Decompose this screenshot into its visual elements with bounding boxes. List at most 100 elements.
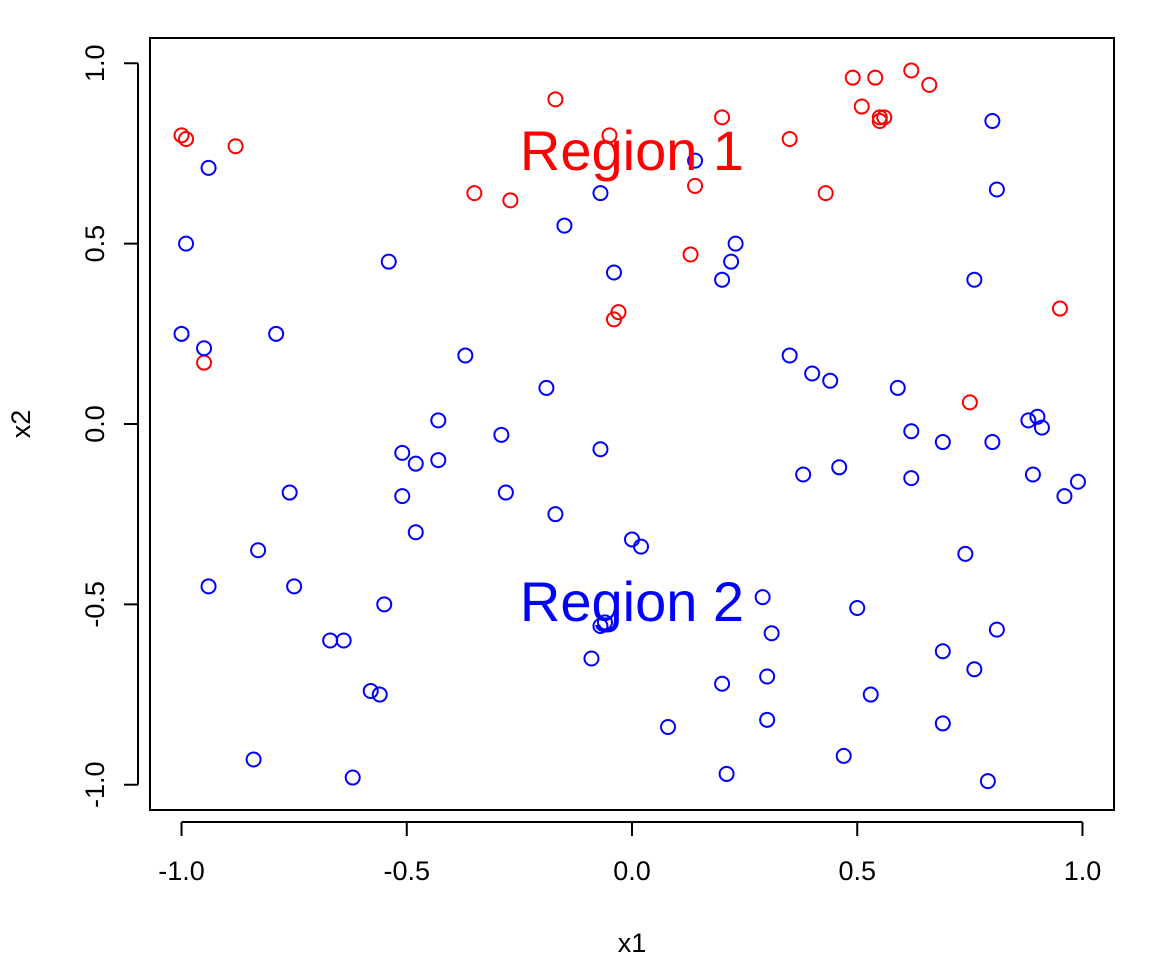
y-tick-label: 1.0 [80, 44, 110, 82]
plot-frame [149, 37, 1115, 811]
point-blue [592, 441, 609, 458]
point-red [173, 127, 190, 144]
point-red [547, 91, 564, 108]
x-tick-label: -1.0 [158, 856, 205, 886]
point-blue [245, 751, 262, 768]
point-blue [200, 159, 217, 176]
point-blue [286, 578, 303, 595]
point-red [876, 109, 893, 126]
point-blue [957, 545, 974, 562]
point-blue [903, 470, 920, 487]
point-blue [592, 618, 609, 635]
point-red [903, 62, 920, 79]
x-tick-label: 0.0 [613, 856, 651, 886]
point-blue [173, 325, 190, 342]
data-points [173, 62, 1086, 790]
point-red [871, 109, 888, 126]
point-red [781, 131, 798, 148]
y-tick-label: 0.0 [80, 405, 110, 443]
point-blue [966, 271, 983, 288]
point-red [853, 98, 870, 115]
point-blue [592, 185, 609, 202]
y-tick-label: -1.0 [80, 761, 110, 808]
point-blue [849, 599, 866, 616]
point-blue [804, 365, 821, 382]
point-blue [196, 340, 213, 357]
point-red [227, 138, 244, 155]
point-blue [200, 578, 217, 595]
point-blue [633, 538, 650, 555]
point-blue [781, 347, 798, 364]
x-tick-label: 0.5 [838, 856, 876, 886]
point-blue [268, 325, 285, 342]
point-blue [322, 632, 339, 649]
point-blue [903, 423, 920, 440]
point-blue [596, 614, 613, 631]
point-blue [407, 455, 424, 472]
point-blue [723, 253, 740, 270]
point-blue [1024, 466, 1041, 483]
point-blue [831, 459, 848, 476]
point-red [867, 69, 884, 86]
point-blue [250, 542, 267, 559]
point-red [466, 185, 483, 202]
y-axis-label: x2 [6, 410, 36, 439]
point-blue [624, 531, 640, 548]
point-blue [727, 235, 744, 252]
annotation-region-2: Region 2 [520, 570, 744, 633]
point-blue [430, 412, 447, 429]
annotation-region-1: Region 1 [520, 119, 744, 182]
point-blue [984, 112, 1001, 129]
point-blue [583, 650, 600, 667]
point-blue [988, 621, 1005, 638]
point-red [601, 127, 618, 144]
point-blue [344, 769, 361, 786]
point-blue [687, 152, 704, 169]
point-red [817, 185, 834, 202]
point-blue [538, 379, 555, 396]
point-red [682, 246, 699, 263]
point-blue [605, 264, 622, 281]
x-axis: -1.0 -0.5 0.0 0.5 1.0 [158, 821, 1102, 886]
point-blue [547, 506, 564, 523]
point-blue [759, 668, 776, 685]
x-tick-label: -0.5 [384, 856, 431, 886]
point-blue [835, 747, 852, 764]
point-blue [714, 271, 731, 288]
point-blue [763, 625, 780, 642]
point-red [502, 192, 519, 209]
point-blue [394, 444, 411, 461]
point-blue [660, 719, 677, 736]
point-blue [934, 643, 951, 660]
point-blue [394, 488, 411, 505]
point-blue [1069, 473, 1086, 490]
annotations: Region 1 Region 2 [520, 119, 744, 633]
point-blue [754, 589, 771, 606]
point-blue [376, 596, 393, 613]
point-blue [281, 484, 298, 501]
point-red [714, 109, 731, 126]
point-red [844, 69, 861, 86]
point-blue [430, 452, 447, 469]
point-blue [362, 682, 379, 699]
point-blue [984, 434, 1001, 451]
point-blue [714, 675, 731, 692]
y-tick-label: -0.5 [80, 581, 110, 628]
point-red [1051, 300, 1068, 317]
point-blue [493, 426, 510, 443]
x-tick-label: 1.0 [1064, 856, 1102, 886]
y-tick-label: 0.5 [80, 225, 110, 263]
point-blue [407, 524, 424, 541]
point-blue [556, 217, 573, 234]
point-blue [934, 715, 951, 732]
point-red [921, 76, 938, 93]
point-blue [822, 372, 839, 389]
point-blue [862, 686, 879, 703]
point-blue [1033, 419, 1050, 436]
point-red [196, 354, 213, 371]
point-blue [889, 379, 906, 396]
point-red [687, 177, 704, 194]
point-blue [966, 661, 983, 678]
point-blue [380, 253, 397, 270]
